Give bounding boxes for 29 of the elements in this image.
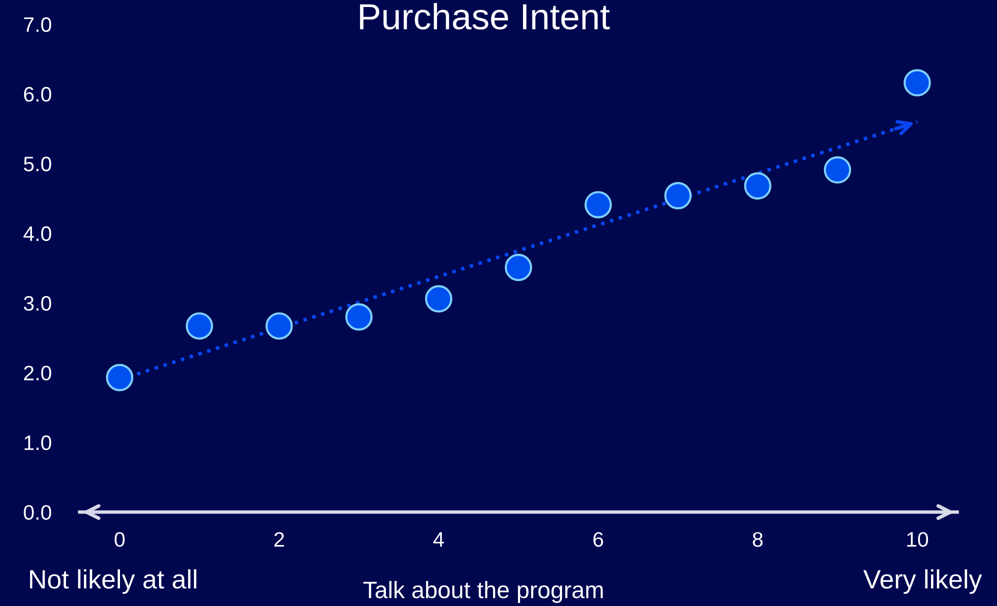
- point: [345, 303, 373, 331]
- point: [824, 156, 852, 184]
- point: [504, 254, 532, 282]
- x-tick-label: 6: [593, 532, 604, 547]
- y-tick-label: 2.0: [24, 366, 52, 380]
- y-tick-label: 1.0: [24, 435, 52, 450]
- x-axis-title: Talk about the program: [363, 580, 603, 603]
- y-tick-label: 3.0: [24, 296, 52, 311]
- chart-title: Purchase Intent: [360, 3, 610, 30]
- x-tick-label: 10: [907, 532, 928, 547]
- x-tick-label: 8: [752, 532, 763, 547]
- point: [664, 182, 692, 210]
- point: [425, 285, 452, 312]
- point: [904, 69, 931, 96]
- x-tick-label: 4: [433, 532, 444, 547]
- y-tick-label: 0.0: [24, 505, 52, 520]
- y-tick-label: 5.0: [24, 156, 52, 172]
- point: [106, 364, 134, 392]
- point: [266, 312, 293, 340]
- y-tick-label: 7.0: [24, 17, 52, 32]
- x-tick-label: 0: [114, 532, 125, 547]
- text: Very likely: [863, 569, 982, 594]
- point: [186, 312, 214, 340]
- y-tick-label: 6.0: [24, 86, 52, 102]
- x-tick-label: 2: [274, 532, 284, 547]
- point: [744, 172, 772, 200]
- y-tick-label: 4.0: [24, 226, 52, 242]
- point: [584, 191, 612, 218]
- text: Not likely at all: [30, 569, 196, 594]
